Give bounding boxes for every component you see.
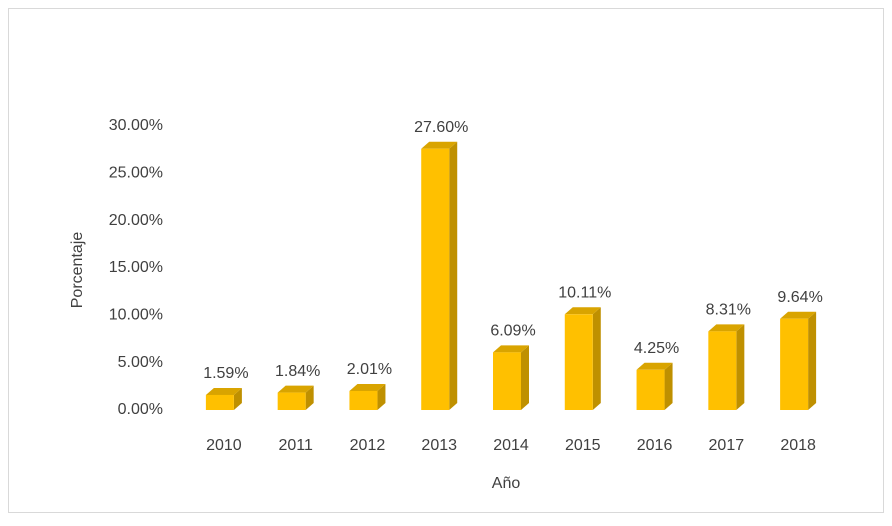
y-tick-label: 30.00% [109, 117, 163, 134]
bar [205, 387, 242, 410]
x-tick-label: 2013 [421, 437, 457, 454]
bar-top [205, 387, 242, 395]
bar-front [564, 314, 593, 410]
bar [564, 307, 601, 410]
bar-front [708, 331, 737, 410]
data-label: 1.84% [275, 363, 320, 380]
x-tick-label: 2014 [493, 437, 529, 454]
bar [421, 141, 458, 410]
x-tick-label: 2010 [206, 437, 242, 454]
bar-front [277, 392, 306, 410]
bar-side [808, 311, 817, 410]
data-label: 6.09% [490, 323, 535, 340]
data-label: 1.59% [203, 365, 248, 382]
bar-side [592, 307, 601, 410]
y-tick-label: 25.00% [109, 165, 163, 182]
bar-side [449, 141, 458, 410]
data-label: 27.60% [414, 119, 468, 136]
bar-front [493, 352, 521, 410]
bar-front [349, 390, 378, 410]
bar [277, 385, 314, 410]
bar-side [736, 324, 745, 410]
x-tick-label: 2017 [709, 437, 745, 454]
data-label: 2.01% [347, 361, 392, 378]
bar-top [277, 385, 314, 393]
y-tick-label: 15.00% [109, 259, 163, 276]
x-tick-label: 2012 [350, 437, 386, 454]
bar [708, 324, 745, 410]
bar-top [564, 307, 601, 315]
bar-front [780, 318, 809, 410]
bar [493, 345, 529, 410]
bar-top [780, 311, 817, 319]
x-tick-label: 2016 [637, 437, 673, 454]
data-label: 8.31% [706, 302, 751, 319]
x-tick-label: 2015 [565, 437, 601, 454]
bar-top [708, 324, 745, 332]
bar [780, 311, 817, 410]
x-tick-label: 2011 [278, 437, 313, 454]
y-tick-label: 5.00% [118, 354, 163, 371]
data-label: 10.11% [558, 285, 611, 302]
y-tick-label: 0.00% [118, 401, 163, 418]
bar-side [305, 385, 314, 410]
bar-top [421, 141, 458, 149]
bar-side [521, 345, 529, 410]
x-tick-label: 2018 [780, 437, 816, 454]
bar-side [233, 387, 242, 410]
y-axis-title: Porcentaje [69, 232, 86, 309]
y-tick-label: 20.00% [109, 212, 163, 229]
y-tick-label: 10.00% [109, 307, 163, 324]
bar-top [493, 345, 529, 353]
bar-front [205, 394, 234, 410]
bar-front [421, 148, 450, 410]
data-label: 9.64% [777, 289, 822, 306]
bar [636, 362, 673, 410]
x-axis-title: Año [492, 475, 521, 492]
bar [349, 383, 386, 410]
bar-front [636, 369, 665, 410]
data-label: 4.25% [634, 340, 679, 357]
bar-side [664, 362, 673, 410]
bar-side [377, 383, 386, 410]
bar-top [349, 383, 386, 391]
bar-top [636, 362, 673, 370]
